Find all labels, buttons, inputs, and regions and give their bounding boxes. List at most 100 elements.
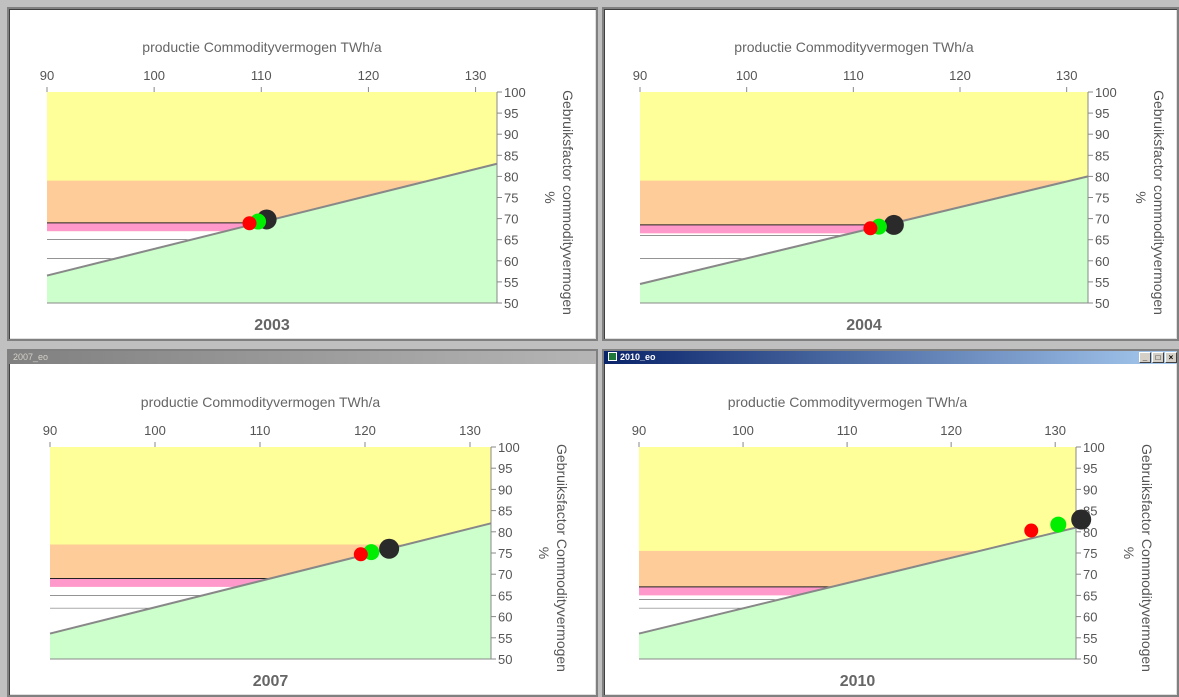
y-tick-label: 95 (498, 461, 512, 476)
close-button[interactable]: × (1165, 352, 1177, 363)
chart-2004: 90 100 110 120 130 50 55 60 65 70 75 80 85 90 95 100 pro… (633, 39, 1167, 334)
x-tick-label: 100 (143, 68, 165, 83)
x-tick-label: 130 (459, 423, 481, 438)
boundary-line (638, 526, 1077, 635)
y-tick-label: 55 (498, 631, 512, 646)
y-tick-label: 65 (1095, 233, 1109, 248)
y-tick-label: 95 (1083, 461, 1097, 476)
x-tick-label: 100 (732, 423, 754, 438)
region-green (47, 163, 497, 303)
point-green (1050, 516, 1067, 533)
point-red (242, 216, 257, 231)
y-axis-unit: % (536, 547, 552, 559)
x-tick-label: 90 (43, 423, 57, 438)
x-tick-label: 110 (250, 423, 271, 438)
point-red (353, 547, 368, 562)
y-tick-label: 60 (1095, 254, 1109, 269)
chart-title: 2007 (253, 673, 289, 690)
point-red (863, 221, 878, 236)
point-red (1024, 523, 1039, 538)
y-axis-label: Gebruiksfactor Commodityvermogen (554, 444, 570, 672)
y-tick-label: 55 (504, 275, 518, 290)
y-tick-label: 75 (1095, 191, 1109, 206)
x-tick-label: 120 (940, 423, 962, 438)
x-tick-label: 100 (736, 68, 758, 83)
chart-window-2003[interactable]: 90 100 110 120 130 50 55 60 65 70 75 80 85 90 95 100 pro… (7, 7, 598, 341)
y-tick-label: 95 (1095, 106, 1109, 121)
x-tick-label: 120 (358, 68, 380, 83)
y-tick-label: 90 (498, 482, 512, 497)
chart-title: 2010 (840, 673, 876, 690)
y-tick-label: 80 (1095, 169, 1109, 184)
x-tick-label: 110 (843, 68, 864, 83)
y-tick-label: 60 (1083, 610, 1097, 625)
y-tick-label: 75 (1083, 546, 1097, 561)
y-tick-label: 60 (504, 254, 518, 269)
x-axis-label: productie Commodityvermogen TWh/a (728, 394, 968, 410)
x-tick-label: 100 (144, 423, 166, 438)
y-tick-label: 80 (1083, 525, 1097, 540)
y-tick-label: 85 (504, 148, 518, 163)
x-tick-label: 120 (354, 423, 376, 438)
y-tick-label: 85 (1095, 148, 1109, 163)
x-tick-label: 130 (1044, 423, 1066, 438)
minimize-button[interactable]: _ (1139, 352, 1151, 363)
chart-title: 2003 (254, 317, 290, 334)
y-axis-label: Gebruiksfactor commodityvermogen (1151, 90, 1167, 315)
x-tick-label: 130 (465, 68, 487, 83)
window-controls: _ □ × (1138, 351, 1177, 364)
y-axis-unit: % (1133, 191, 1149, 203)
region-green (50, 523, 491, 659)
y-tick-label: 70 (1095, 212, 1109, 227)
y-tick-label: 100 (498, 440, 520, 455)
y-tick-label: 65 (498, 588, 512, 603)
chart-window-2010[interactable]: 2010_eo _ □ × 90 100 110 120 130 50 55 60 65 70 75 80… (602, 349, 1179, 697)
y-tick-label: 55 (1083, 631, 1097, 646)
chart-window-2007[interactable]: 2007_eo 90 100 110 120 130 50 55 60 65 70 75 80 85 90… (7, 349, 598, 697)
y-tick-label: 85 (498, 504, 512, 519)
x-tick-label: 90 (632, 423, 646, 438)
y-tick-label: 70 (504, 212, 518, 227)
x-tick-label: 90 (40, 68, 54, 83)
point-black (379, 538, 400, 559)
y-tick-label: 75 (504, 191, 518, 206)
y-tick-label: 95 (504, 106, 518, 121)
y-tick-label: 70 (498, 567, 512, 582)
x-tick-label: 110 (837, 423, 858, 438)
y-tick-label: 80 (504, 169, 518, 184)
y-axis-label: Gebruiksfactor Commodityvermogen (1139, 444, 1155, 672)
point-black (883, 214, 904, 235)
window-titlebar-active[interactable]: 2010_eo _ □ × (604, 351, 1177, 364)
chart-2007: 90 100 110 120 130 50 55 60 65 70 75 80 85 90 95 100 pro… (43, 394, 570, 690)
y-axis-unit: % (542, 191, 558, 203)
y-tick-label: 90 (504, 127, 518, 142)
y-tick-label: 75 (498, 546, 512, 561)
y-tick-label: 100 (504, 85, 526, 100)
chart-2003: 90 100 110 120 130 50 55 60 65 70 75 80 85 90 95 100 pro… (40, 39, 576, 334)
y-tick-label: 50 (1095, 296, 1109, 311)
window-titlebar[interactable]: 2007_eo (9, 351, 596, 364)
y-tick-label: 70 (1083, 567, 1097, 582)
y-tick-label: 50 (498, 652, 512, 667)
y-tick-label: 50 (1083, 652, 1097, 667)
y-tick-label: 100 (1095, 85, 1117, 100)
y-tick-label: 90 (1095, 127, 1109, 142)
x-tick-label: 90 (633, 68, 647, 83)
y-tick-label: 65 (504, 233, 518, 248)
chart-2010: 90 100 110 120 13050556065707580859095100pro… (632, 394, 1155, 690)
chart-window-2004[interactable]: 90 100 110 120 130 50 55 60 65 70 75 80 85 90 95 100 pro… (602, 7, 1179, 341)
chart-title: 2004 (846, 317, 882, 334)
x-axis-label: productie Commodityvermogen TWh/a (141, 394, 381, 410)
boundary-line (49, 522, 492, 635)
excel-icon (608, 352, 617, 361)
x-tick-label: 120 (949, 68, 971, 83)
window-title: 2010_eo (620, 352, 656, 362)
y-axis-label: Gebruiksfactor commodityvermogen (560, 90, 576, 315)
x-tick-label: 110 (251, 68, 272, 83)
y-axis-unit: % (1121, 547, 1137, 559)
maximize-button[interactable]: □ (1152, 352, 1164, 363)
y-tick-label: 100 (1083, 440, 1105, 455)
y-tick-label: 55 (1095, 275, 1109, 290)
region-green (639, 527, 1076, 659)
point-black (1071, 509, 1092, 530)
